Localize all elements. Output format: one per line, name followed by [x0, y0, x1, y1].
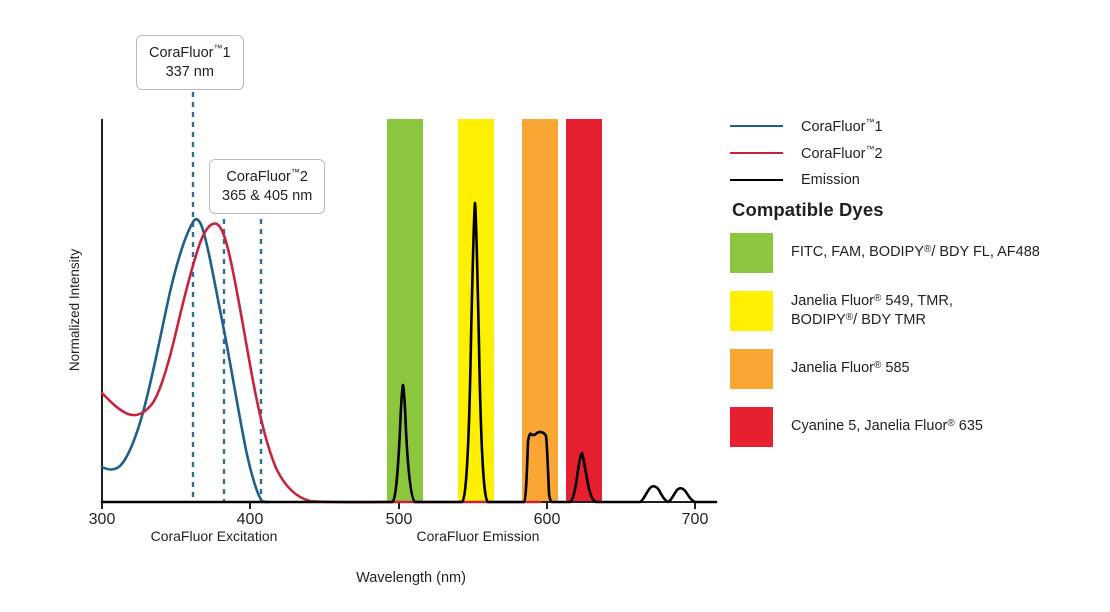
y-axis-label: Normalized Intensity	[67, 249, 82, 372]
compatible-dyes-title: Compatible Dyes	[732, 199, 884, 220]
excitation-section-label: CoraFluor Excitation	[151, 528, 278, 544]
trademark-symbol: ™	[865, 116, 875, 127]
spectra-plot: Normalized Intensity 300 400 500 600 700…	[67, 35, 718, 586]
x-tick-label-3: 600	[534, 511, 561, 528]
trademark-symbol: ™	[213, 43, 223, 53]
dye-row-orange: Janelia Fluor® 585	[730, 349, 1110, 389]
x-tick-label-4: 700	[682, 511, 709, 528]
legend-item-corafluor-1: CoraFluor™1	[730, 112, 1110, 139]
series-legend: CoraFluor™1 CoraFluor™2 Emission	[730, 112, 1110, 193]
callout-corafluor-1: CoraFluor™1 337 nm	[136, 35, 244, 91]
legend-panel: CoraFluor™1 CoraFluor™2 Emission Compati…	[730, 0, 1110, 612]
callout-1-name: CoraFluor	[149, 45, 214, 61]
dye-label-orange: Janelia Fluor® 585	[791, 360, 910, 377]
emission-section-label: CoraFluor Emission	[417, 528, 540, 544]
callout-2-index: 2	[299, 169, 308, 185]
legend-label-emission: Emission	[801, 171, 860, 188]
trademark-symbol: ™	[865, 143, 875, 154]
registered-symbol: ®	[874, 360, 882, 372]
x-tick-label-2: 500	[386, 511, 413, 528]
dye-swatch-orange	[730, 349, 773, 389]
plot-svg: Normalized Intensity 300 400 500 600 700…	[67, 92, 718, 586]
trademark-symbol: ™	[290, 167, 300, 177]
legend-line-swatch-blue	[730, 124, 783, 127]
callout-corafluor-2: CoraFluor™2 365 & 405 nm	[209, 159, 326, 215]
legend-label-corafluor-1: CoraFluor™1	[801, 116, 883, 135]
registered-symbol: ®	[845, 312, 854, 323]
compatible-dyes-list: FITC, FAM, BODIPY®/ BDY FL, AF488 Janeli…	[730, 233, 1110, 465]
dye-swatch-red	[730, 407, 773, 447]
registered-symbol: ®	[874, 292, 882, 304]
excitation-marker-lines	[191, 92, 263, 502]
dye-row-red: Cyanine 5, Janelia Fluor® 635	[730, 407, 1110, 447]
dye-label-red: Cyanine 5, Janelia Fluor® 635	[791, 418, 983, 435]
callout-2-name: CoraFluor	[226, 169, 291, 185]
dye-swatch-green	[730, 233, 773, 273]
legend-item-emission: Emission	[730, 166, 1110, 193]
dye-swatch-yellow	[730, 291, 773, 331]
curve-emission	[100, 201, 718, 504]
legend-line-swatch-black	[730, 178, 783, 181]
callout-1-value: 337 nm	[165, 63, 214, 80]
registered-symbol: ®	[947, 418, 955, 430]
legend-label-corafluor-2: CoraFluor™2	[801, 143, 883, 162]
dye-row-yellow: Janelia Fluor® 549, TMR, BODIPY®/ BDY TM…	[730, 291, 1110, 331]
band-red	[566, 119, 602, 502]
dye-label-yellow: Janelia Fluor® 549, TMR, BODIPY®/ BDY TM…	[791, 292, 953, 328]
registered-symbol: ®	[923, 244, 932, 256]
legend-item-corafluor-2: CoraFluor™2	[730, 139, 1110, 166]
callout-1-index: 1	[222, 45, 231, 61]
legend-line-swatch-red	[730, 151, 783, 154]
band-green	[387, 119, 423, 502]
x-tick-label-1: 400	[237, 511, 264, 528]
x-tick-label-0: 300	[89, 511, 116, 528]
callout-2-value: 365 & 405 nm	[222, 187, 313, 204]
dye-label-green: FITC, FAM, BODIPY®/ BDY FL, AF488	[791, 244, 1040, 261]
x-axis-title: Wavelength (nm)	[356, 570, 466, 586]
band-yellow	[458, 119, 494, 502]
dye-row-green: FITC, FAM, BODIPY®/ BDY FL, AF488	[730, 233, 1110, 273]
curve-corafluor-1	[100, 218, 270, 504]
